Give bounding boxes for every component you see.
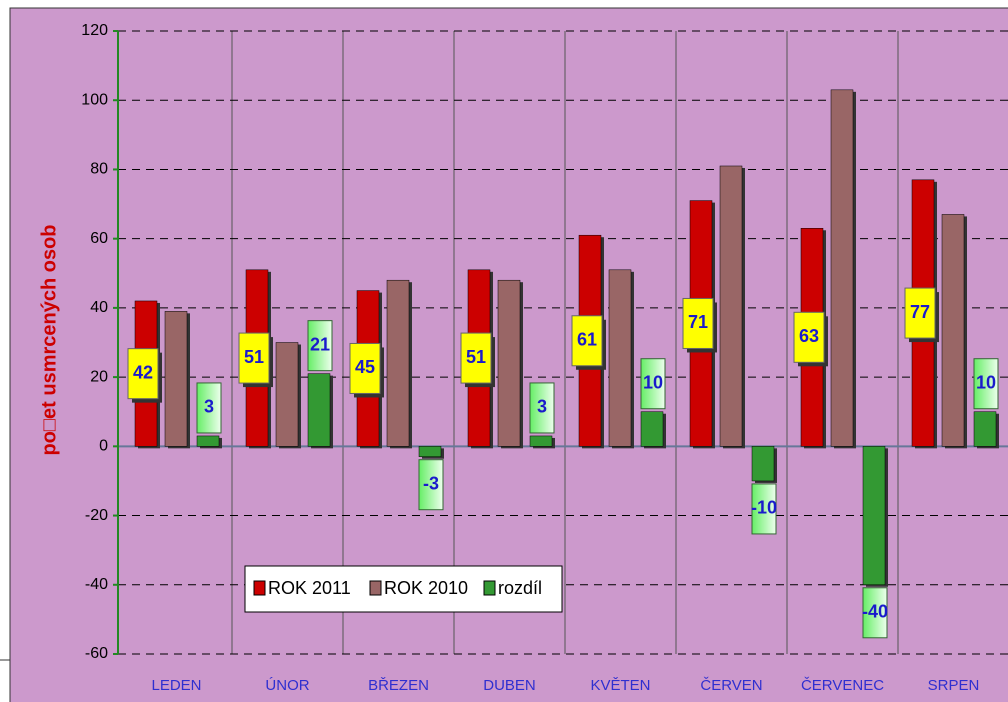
x-tick-label: ČERVENEC	[801, 677, 884, 694]
bar	[751, 446, 775, 482]
y-tick-label: 60	[90, 230, 108, 247]
bar	[164, 311, 188, 447]
y-tick-label: 0	[99, 438, 108, 455]
bar	[608, 269, 632, 447]
label-box	[904, 287, 936, 339]
data-label: 51	[244, 347, 264, 367]
label-box	[349, 342, 381, 394]
bar	[973, 411, 997, 447]
x-tick-label: BŘEZEN	[368, 677, 429, 694]
data-label: -3	[423, 473, 439, 493]
bar	[386, 279, 410, 447]
data-label: 77	[910, 302, 930, 322]
y-tick-label: 120	[81, 22, 108, 39]
label-box	[307, 320, 333, 372]
label-box	[571, 315, 603, 367]
y-tick-label: -40	[85, 576, 108, 593]
data-label: 21	[310, 334, 330, 354]
label-box	[751, 483, 777, 535]
y-tick-label: 20	[90, 368, 108, 385]
x-tick-label: ČERVEN	[700, 677, 762, 694]
data-label: 42	[133, 362, 153, 382]
y-tick-label: 40	[90, 299, 108, 316]
label-box	[238, 332, 270, 384]
y-tick-label: 100	[81, 91, 108, 108]
data-label: 61	[577, 330, 597, 350]
x-tick-label: ÚNOR	[265, 677, 309, 694]
x-tick-label: LEDEN	[151, 677, 201, 694]
y-axis-title: po□et usmrcených osob	[38, 224, 60, 455]
y-tick-label: 80	[90, 161, 108, 178]
label-box	[640, 358, 666, 410]
data-label: 45	[355, 357, 375, 377]
data-label: 63	[799, 326, 819, 346]
label-box	[418, 459, 444, 511]
bar	[830, 89, 854, 447]
bar	[196, 435, 220, 447]
data-label: 51	[466, 347, 486, 367]
data-label: 3	[537, 397, 547, 417]
bar	[640, 411, 664, 447]
bar	[307, 373, 331, 447]
label-box	[127, 348, 159, 400]
data-label: 71	[688, 312, 708, 332]
label-box	[793, 311, 825, 363]
legend-swatch	[253, 580, 266, 596]
label-box	[196, 382, 222, 434]
bar	[719, 165, 743, 447]
y-tick-label: -20	[85, 507, 108, 524]
data-label: 3	[204, 397, 214, 417]
data-label: 10	[976, 372, 996, 392]
legend-label: ROK 2010	[384, 578, 468, 598]
x-tick-label: KVĚTEN	[590, 677, 650, 694]
legend-label: ROK 2011	[268, 578, 351, 598]
data-label: -10	[751, 498, 777, 518]
legend-swatch	[483, 580, 496, 596]
bar	[275, 342, 299, 447]
bar	[941, 214, 965, 447]
label-box	[460, 332, 492, 384]
legend-box	[244, 565, 563, 613]
bar	[418, 446, 442, 457]
label-box	[973, 358, 999, 410]
bar	[862, 446, 886, 586]
label-box	[862, 587, 888, 639]
data-label: 10	[643, 372, 663, 392]
label-box	[682, 297, 714, 349]
label-box	[529, 382, 555, 434]
data-label: -40	[862, 602, 888, 622]
bar	[497, 279, 521, 447]
legend-label: rozdíl	[498, 578, 542, 598]
y-tick-label: -60	[85, 645, 108, 662]
legend-swatch	[369, 580, 382, 596]
x-tick-label: SRPEN	[928, 677, 980, 694]
x-tick-label: DUBEN	[483, 677, 536, 694]
bar	[529, 435, 553, 447]
